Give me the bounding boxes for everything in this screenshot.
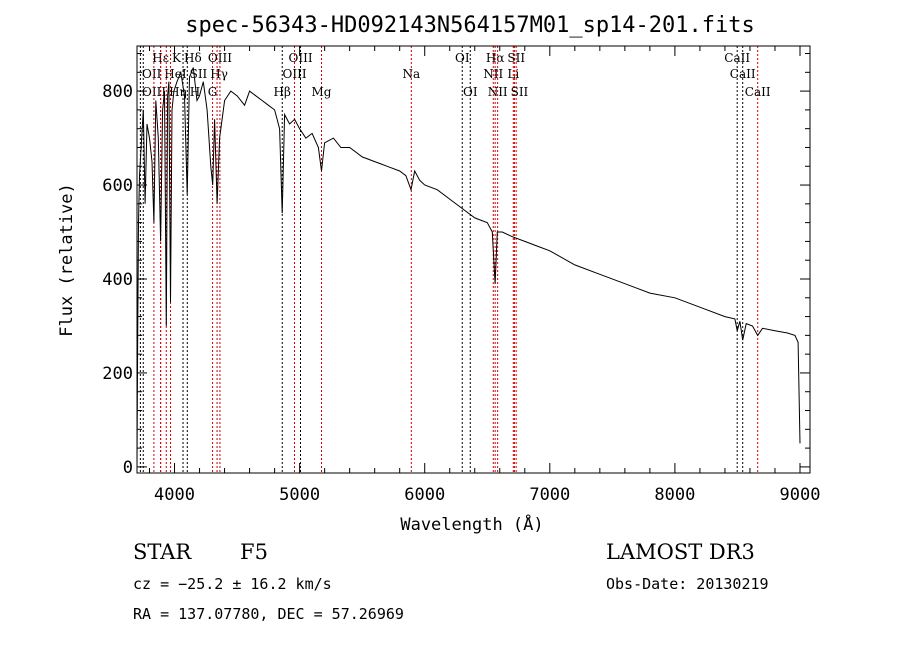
redshift-text: cz = −25.2 ± 16.2 km/s [133,575,332,593]
line-marker-label: CaII [730,67,756,81]
line-marker-label: CaII [724,51,750,65]
y-axis-label: Flux (relative) [57,183,77,337]
x-tick-label: 6000 [404,485,445,505]
line-marker-label: OI [455,51,470,65]
y-tick-label: 800 [102,82,133,102]
axis-ticks: 4000 5000 6000 7000 8000 9000 0 200 400 600 800 [102,46,820,505]
object-class: STAR [133,540,192,564]
line-marker-label: OIII [289,51,313,65]
line-marker-label: OIII [208,51,232,65]
x-tick-label: 4000 [154,485,195,505]
object-subclass: F5 [240,540,268,564]
line-marker-label: SII [511,85,529,99]
chart-title: spec-56343-HD092143N564157M01_sp14-201.f… [185,13,755,38]
line-marker-label: Hγ [210,67,228,81]
line-marker-label: Li [507,67,519,81]
x-tick-label: 7000 [529,485,570,505]
line-marker-label: NII [488,85,508,99]
line-marker-label: OIII [283,67,307,81]
y-tick-label: 400 [102,270,133,290]
line-marker-label: Hα [486,51,505,65]
line-marker-label: CaII [745,85,771,99]
line-marker-label: Na [403,67,421,81]
spectrum-line [136,67,801,467]
coords-text: RA = 137.07780, DEC = 57.26969 [133,605,404,623]
line-marker-label: Mg [312,85,332,99]
x-tick-label: 5000 [279,485,320,505]
line-marker-label: G [208,85,218,99]
obs-date: Obs-Date: 20130219 [606,575,769,593]
line-marker-label: NII [483,67,503,81]
line-marker-label: H [190,85,200,99]
y-tick-label: 600 [102,176,133,196]
line-marker-label: OI [463,85,478,99]
plot-frame [136,45,811,474]
line-marker-label: OII [142,67,162,81]
line-marker-label: Hβ [274,85,291,99]
line-marker-label: K [172,51,182,65]
x-tick-label: 9000 [780,485,821,505]
survey-label: LAMOST DR3 [606,540,755,564]
x-tick-label: 8000 [654,485,695,505]
line-marker-label: Hδ [184,51,202,65]
y-tick-label: 0 [123,458,133,478]
y-tick-label: 200 [102,364,133,384]
x-axis-label: Wavelength (Å) [400,513,543,535]
